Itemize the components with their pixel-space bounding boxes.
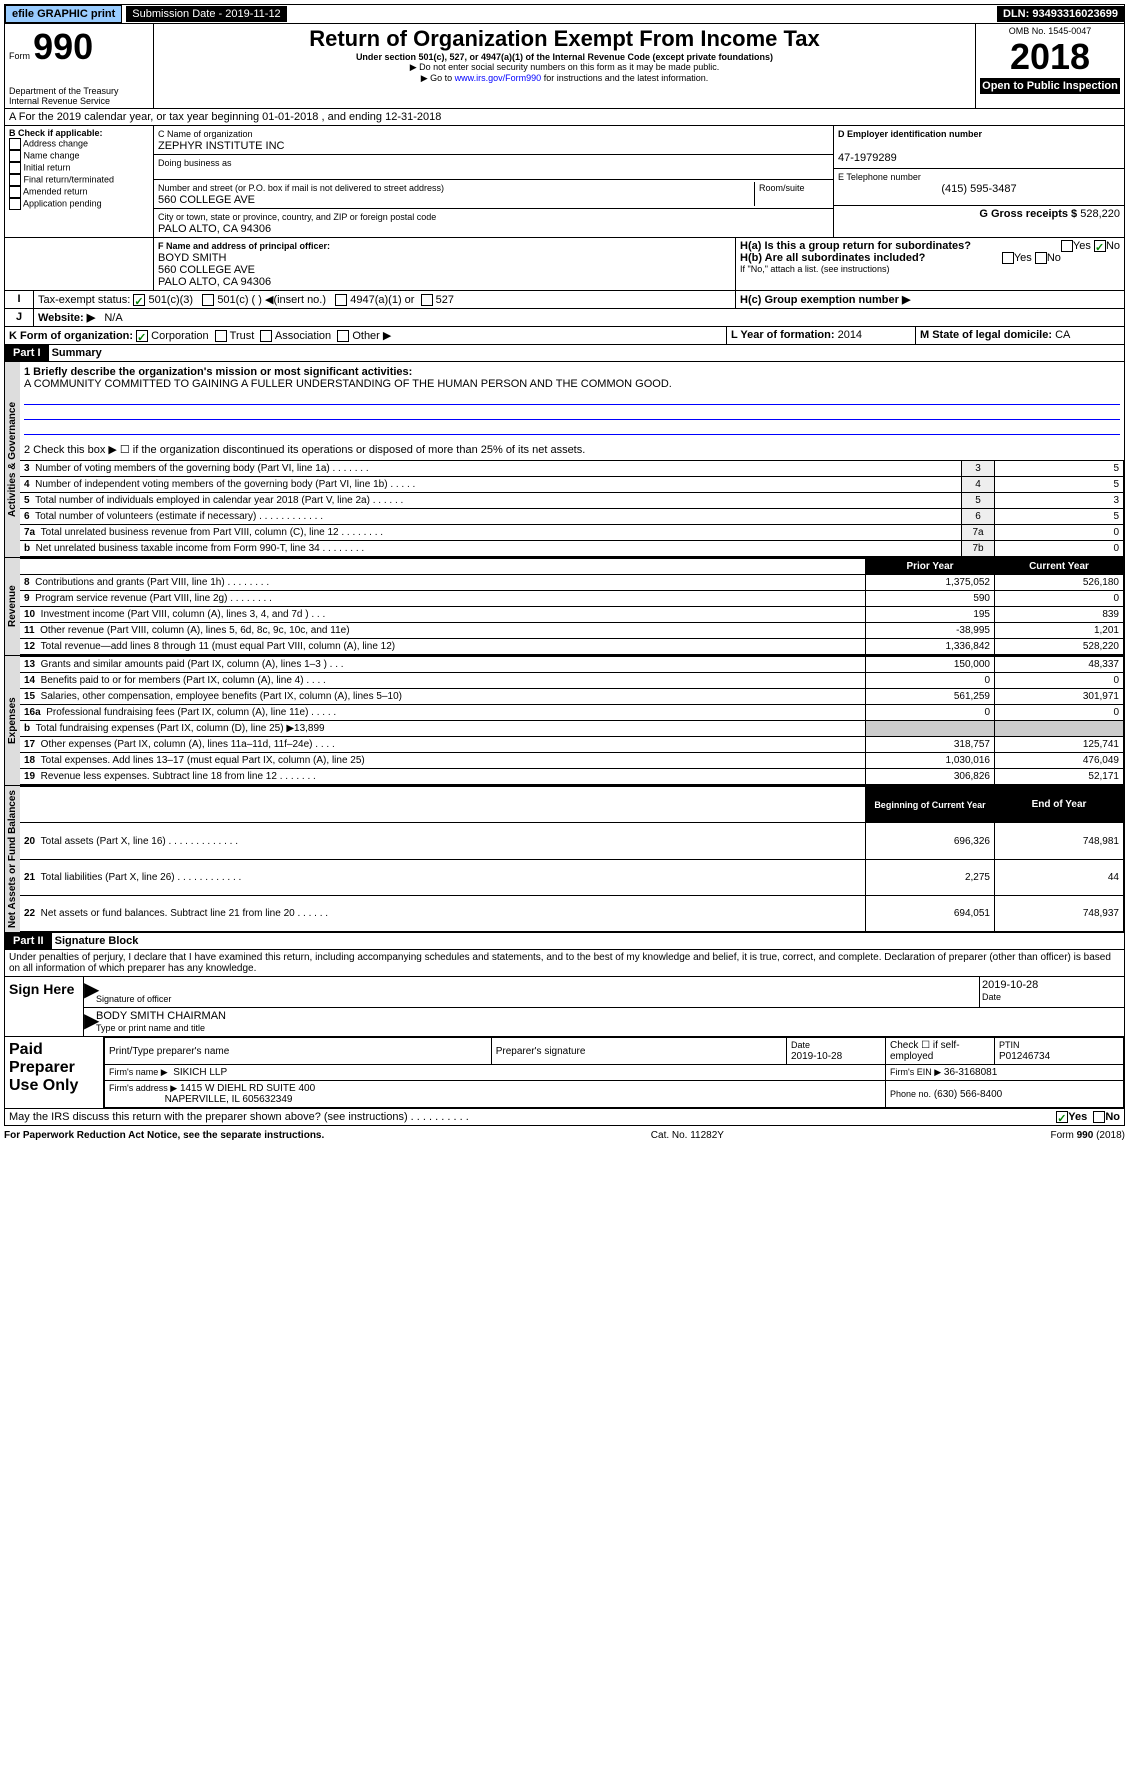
footer-left: For Paperwork Reduction Act Notice, see …: [4, 1130, 324, 1141]
officer-name: BOYD SMITH: [158, 252, 226, 264]
line1-label: 1 Briefly describe the organization's mi…: [24, 366, 412, 378]
g-label: G Gross receipts $: [979, 208, 1077, 220]
sign-here-label: Sign Here: [5, 977, 84, 1036]
firm-phone: (630) 566-8400: [934, 1089, 1002, 1100]
tax-exempt-status: Tax-exempt status: ✓ 501(c)(3) 501(c) ( …: [34, 291, 736, 308]
firm-ein: 36-3168081: [944, 1067, 997, 1078]
tax-year: 2018: [980, 36, 1120, 78]
irs-link[interactable]: www.irs.gov/Form990: [455, 73, 542, 83]
firm-name: SIKICH LLP: [173, 1067, 227, 1078]
gross-receipts: 528,220: [1080, 208, 1120, 220]
ein: 47-1979289: [838, 152, 897, 164]
submission-date: Submission Date - 2019-11-12: [126, 6, 286, 22]
efile-button[interactable]: efile GRAPHIC print: [5, 5, 122, 23]
part-i-title: Summary: [52, 347, 102, 359]
form-note1: ▶ Do not enter social security numbers o…: [158, 62, 971, 73]
discuss-line: May the IRS discuss this return with the…: [5, 1109, 1124, 1125]
line-a: A For the 2019 calendar year, or tax yea…: [5, 109, 1124, 125]
perjury-text: Under penalties of perjury, I declare th…: [4, 950, 1125, 977]
mission-text: A COMMUNITY COMMITTED TO GAINING A FULLE…: [24, 378, 672, 390]
dept-text: Department of the Treasury Internal Reve…: [9, 86, 149, 106]
open-inspection: Open to Public Inspection: [980, 78, 1120, 94]
section-expenses: Expenses: [5, 656, 20, 785]
sign-date: 2019-10-28: [982, 979, 1038, 991]
form-note2: ▶ Go to www.irs.gov/Form990 for instruct…: [158, 73, 971, 84]
dln: DLN: 93493316023699: [997, 6, 1124, 22]
section-governance: Activities & Governance: [5, 362, 20, 557]
phone: (415) 595-3487: [838, 183, 1120, 195]
officer-print-name: BODY SMITH CHAIRMAN: [96, 1010, 226, 1022]
section-net: Net Assets or Fund Balances: [5, 786, 20, 932]
firm-addr: 1415 W DIEHL RD SUITE 400: [180, 1083, 315, 1094]
ptin: P01246734: [999, 1051, 1050, 1062]
org-name: ZEPHYR INSTITUTE INC: [158, 140, 285, 152]
org-city: PALO ALTO, CA 94306: [158, 223, 271, 235]
state-domicile: CA: [1055, 329, 1070, 341]
d-label: D Employer identification number: [838, 129, 982, 139]
form-prefix: Form: [9, 51, 30, 61]
paid-preparer-label: Paid Preparer Use Only: [5, 1037, 104, 1108]
footer-right: Form 990 (2018): [1051, 1130, 1125, 1141]
e-label: E Telephone number: [838, 172, 921, 182]
form-of-org: K Form of organization: ✓ Corporation Tr…: [5, 327, 727, 344]
top-bar: efile GRAPHIC print Submission Date - 20…: [4, 4, 1125, 24]
f-label: F Name and address of principal officer:: [158, 241, 330, 251]
footer-mid: Cat. No. 11282Y: [651, 1130, 724, 1141]
section-revenue: Revenue: [5, 558, 20, 655]
line2: 2 Check this box ▶ ☐ if the organization…: [20, 439, 1124, 460]
form-number: 990: [33, 26, 93, 67]
c-label: C Name of organization: [158, 129, 253, 139]
dba-label: Doing business as: [158, 158, 232, 168]
part-i-label: Part I: [5, 345, 49, 361]
org-address: 560 COLLEGE AVE: [158, 194, 255, 206]
part-ii-title: Signature Block: [55, 935, 139, 947]
omb-number: OMB No. 1545-0047: [980, 26, 1120, 36]
website: N/A: [104, 312, 122, 324]
form-header: Form 990 Department of the Treasury Inte…: [4, 24, 1125, 109]
part-ii-label: Part II: [5, 933, 52, 949]
form-subtitle: Under section 501(c), 527, or 4947(a)(1)…: [158, 52, 971, 62]
year-formation: 2014: [838, 329, 862, 341]
form-title: Return of Organization Exempt From Incom…: [158, 26, 971, 52]
section-b: B Check if applicable: Address change Na…: [5, 126, 154, 237]
